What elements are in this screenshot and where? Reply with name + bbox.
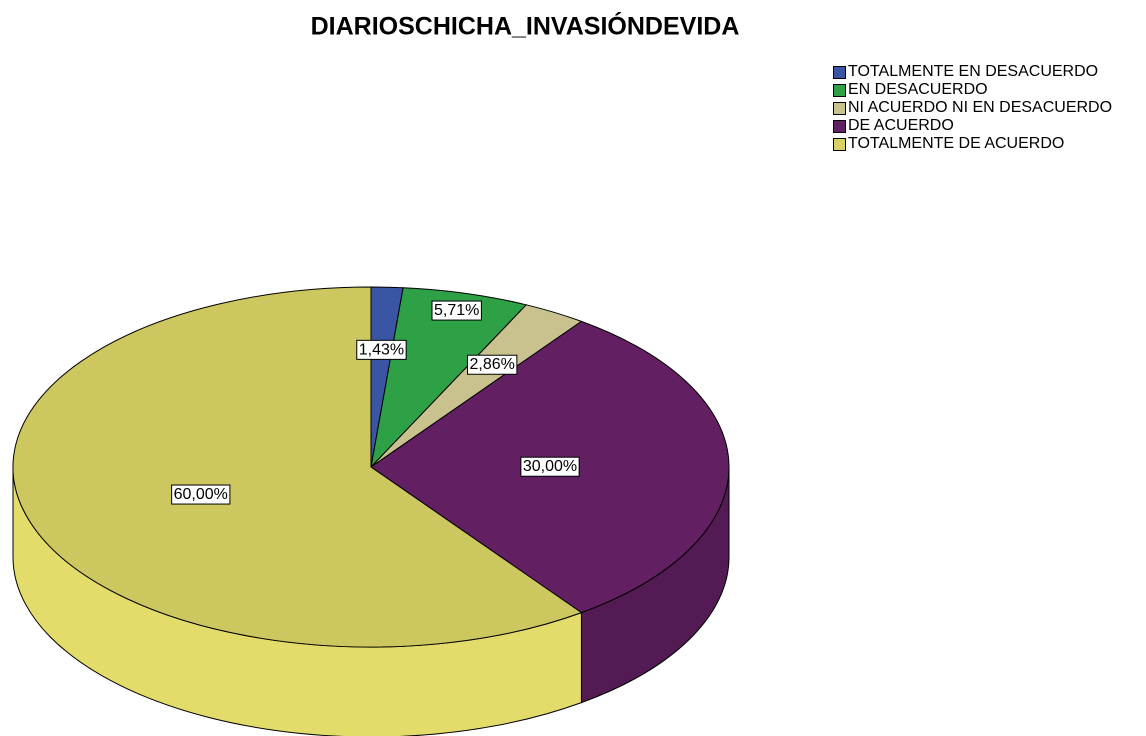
data-label: 5,71%: [434, 302, 479, 319]
data-label-box: [171, 484, 231, 505]
data-label-group: 1,43%: [356, 339, 407, 360]
data-label-group: 5,71%: [431, 300, 482, 321]
data-label-group: 60,00%: [171, 484, 231, 505]
slice: [12, 286, 583, 648]
slice: [370, 287, 528, 469]
legend: TOTALMENTE EN DESACUERDO EN DESACUERDO NI …: [833, 62, 1133, 152]
data-label-box: [356, 339, 407, 360]
legend-label: TOTALMENTE EN DESACUERDO: [848, 63, 1099, 80]
data-label-group: 30,00%: [520, 456, 580, 477]
data-label-group: 2,86%: [466, 354, 518, 375]
data-label: 60,00%: [174, 486, 228, 503]
legend-swatch: [833, 138, 846, 151]
data-label: 1,43%: [359, 341, 404, 358]
data-label-box: [520, 456, 580, 477]
legend-label: TOTALMENTE DE ACUERDO: [848, 135, 1065, 152]
chart-title: DIARIOSCHICHA_INVASIÓNDEVIDA: [311, 11, 740, 41]
legend-label: DE ACUERDO: [848, 117, 954, 134]
data-label-box: [466, 354, 518, 375]
legend-label: EN DESACUERDO: [848, 81, 988, 98]
legend-entry: EN DESACUERDO: [833, 80, 1133, 98]
legend-swatch: [833, 120, 846, 133]
legend-swatch: [833, 66, 846, 79]
data-label-box: [431, 300, 482, 321]
legend-swatch: [833, 84, 846, 97]
data-label: 30,00%: [523, 458, 577, 475]
data-label: 2,86%: [469, 356, 514, 373]
legend-entry: TOTALMENTE DE ACUERDO: [833, 134, 1133, 152]
legend-swatch: [833, 102, 846, 115]
legend-entry: NI ACUERDO NI EN DESACUERDO: [833, 98, 1133, 116]
legend-entry: DE ACUERDO: [833, 116, 1133, 134]
legend-entry: TOTALMENTE EN DESACUERDO: [833, 62, 1133, 80]
legend-label: NI ACUERDO NI EN DESACUERDO: [848, 99, 1113, 116]
